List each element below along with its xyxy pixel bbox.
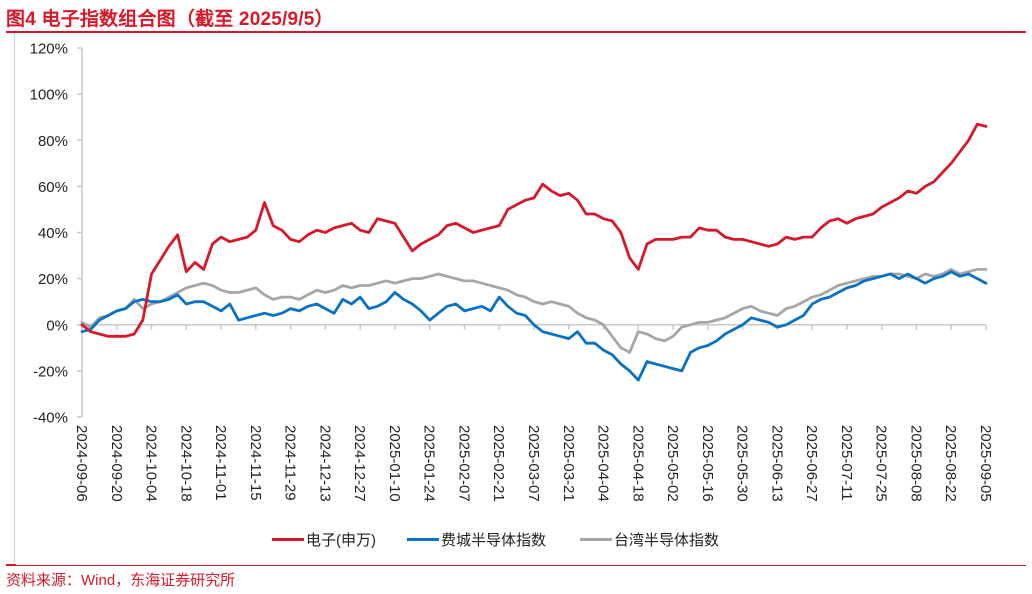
y-axis: 120% 100% 80% 60% 40% 20% 0% -20% -40% [30,41,83,427]
y-tick-label: -20% [33,363,68,380]
series-line [80,270,988,382]
x-tick-label: 2025-07-11 [838,425,855,501]
x-axis: 2024-09-06 2024-09-20 2024-10-04 2024-10-18… [73,324,994,502]
x-tick-label: 2025-05-30 [734,425,751,502]
x-tick-label: 2024-09-20 [108,425,125,502]
x-tick-label: 2025-01-10 [386,425,403,502]
x-tick-label: 2025-05-02 [664,425,681,502]
x-tick-label: 2024-11-01 [212,425,229,501]
legend-item-electronics: 电子(申万) [272,529,376,550]
x-tick-label: 2025-02-21 [490,425,507,502]
y-tick-label: 60% [38,179,68,196]
x-tick-label: 2024-11-29 [282,425,299,501]
y-tick-label: 80% [38,133,68,150]
x-tick-label: 2025-03-21 [560,425,577,502]
chart-title: 图4 电子指数组合图（截至 2025/9/5） [6,9,334,30]
legend-item-taiwan: 台湾半导体指数 [580,529,719,550]
legend-swatch-gray [580,538,612,541]
x-tick-label: 2025-07-25 [873,425,890,502]
chart-legend: 电子(申万) 费城半导体指数 台湾半导体指数 [0,529,1032,549]
x-tick-label: 2024-11-15 [247,425,264,501]
series-line [80,267,988,354]
legend-swatch-blue [407,538,439,541]
x-tick-label: 2024-10-04 [143,425,160,502]
x-tick-label: 2025-05-16 [699,425,716,502]
y-tick-label: 100% [30,87,68,104]
x-tick-label: 2024-12-27 [351,425,368,502]
x-tick-label: 2025-02-07 [455,425,472,502]
y-tick-label: 20% [38,271,68,288]
x-tick-label: 2025-04-04 [595,425,612,502]
y-tick-label: 40% [38,225,68,242]
legend-label: 电子(申万) [306,532,376,549]
series-line [80,122,988,338]
y-tick-label: 120% [30,41,68,58]
frame-left-border [14,33,15,563]
source-note: 资料来源：Wind，东海证券研究所 [6,572,236,589]
legend-label: 费城半导体指数 [441,532,547,549]
footer-divider-accent [6,564,16,566]
x-tick-label: 2025-09-05 [977,425,994,502]
legend-label: 台湾半导体指数 [614,532,720,549]
x-tick-label: 2025-08-08 [907,425,924,502]
x-tick-label: 2024-10-18 [177,425,194,502]
x-tick-label: 2024-12-13 [316,425,333,502]
y-tick-label: -40% [33,410,68,427]
legend-swatch-red [272,538,304,541]
footer-divider [6,565,1026,566]
x-tick-label: 2025-06-27 [803,425,820,502]
x-tick-label: 2025-08-22 [942,425,959,502]
x-tick-label: 2025-01-24 [421,425,438,502]
title-divider [6,31,1026,33]
legend-item-sox: 费城半导体指数 [407,529,546,550]
x-tick-label: 2025-06-13 [768,425,785,502]
x-tick-label: 2025-03-07 [525,425,542,502]
y-tick-label: 0% [46,317,68,334]
series-lines [80,122,988,382]
x-tick-label: 2025-04-18 [629,425,646,502]
x-tick-label: 2024-09-06 [73,425,90,502]
